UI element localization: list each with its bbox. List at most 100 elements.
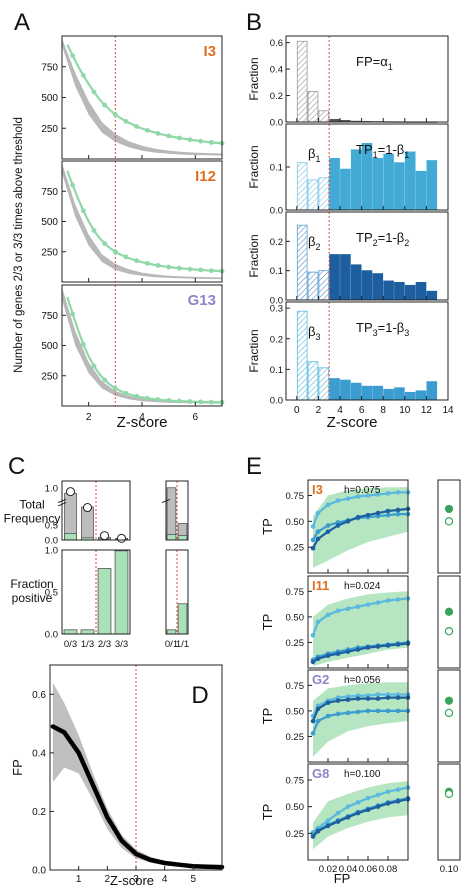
y-tick-label: 0.50 (286, 706, 305, 717)
histogram-bar (318, 270, 330, 301)
fraction-bar (177, 603, 188, 635)
green-point (187, 266, 193, 272)
panel-d: 0.0 0.2 0.4 0.6 1 2 3 4 5 FP D (10, 664, 225, 885)
panel-e-side-i3 (437, 479, 461, 574)
annotation-tail: =1-β (378, 230, 405, 245)
plot-frame (61, 480, 131, 541)
histogram-bar (394, 281, 405, 301)
y-tick-label: 0.1 (270, 163, 283, 174)
y-axis-label-line1: Total (19, 498, 44, 512)
y-axis-label-line1: Fraction (10, 577, 53, 591)
y-tick-label: 0.5 (45, 520, 58, 531)
y-tick-label: 0.2 (270, 334, 283, 345)
histogram-bar (404, 151, 416, 211)
histogram-bar (329, 157, 340, 211)
annotation-main: FP=α (356, 54, 388, 69)
panel-e-subplot-i11: 0.25 0.50 0.75 TP I11 h=0.024 (260, 575, 411, 669)
tp-point (355, 800, 361, 805)
fraction-bar (63, 629, 78, 635)
side-open-marker (444, 708, 454, 718)
green-point (70, 53, 76, 59)
tp-point (335, 698, 341, 703)
histogram-bar (372, 157, 384, 211)
green-point (208, 268, 214, 274)
tp-point (325, 823, 331, 829)
annotation-tail-sub: 1 (404, 150, 409, 160)
beta-symbol: β (308, 324, 315, 339)
h-value: h=0.075 (344, 485, 381, 496)
x-tick-label: 6 (193, 412, 199, 423)
fp-band (52, 682, 223, 868)
tp-point (385, 801, 391, 806)
green-point (134, 124, 140, 129)
x-tick-label: 1/3 (81, 639, 94, 650)
y-tick-label: 250 (41, 124, 58, 135)
tp-point (310, 834, 316, 839)
y-tick-label: 1.0 (45, 546, 58, 557)
y-tick-label: 0.0 (270, 396, 283, 407)
green-curve (66, 44, 223, 145)
histogram-bar (415, 170, 427, 211)
green-point (208, 399, 214, 405)
annotation-sub: 1 (373, 150, 378, 160)
y-tick-label: 0.75 (286, 587, 305, 598)
tp-point (375, 600, 381, 605)
frequency-marker (83, 503, 92, 513)
tp-point (345, 804, 351, 809)
panel-e-side-g2 (437, 669, 461, 763)
tp-point (335, 608, 341, 614)
tp-point (375, 804, 381, 809)
tp-point (365, 512, 371, 518)
side-frame (437, 479, 461, 574)
y-tick-label: 0.25 (286, 732, 305, 743)
histogram-bar (307, 91, 319, 123)
green-point (208, 139, 214, 145)
tp-point (315, 510, 321, 516)
y-tick-label: 0.50 (286, 802, 305, 813)
y-tick-label: 0.2 (270, 91, 283, 102)
tp-point (335, 819, 341, 824)
y-tick-label: 1.0 (45, 483, 58, 494)
y-axis-label: FP (10, 759, 25, 776)
y-axis-label-line2: positive (12, 591, 53, 605)
green-point (166, 264, 172, 270)
tp-point (375, 708, 381, 714)
panel-a-xlabel: Z-score (117, 414, 168, 431)
tp-point (325, 529, 331, 534)
histogram-bar (307, 271, 319, 301)
x-tick-label: 0.04 (339, 864, 358, 875)
annotation: TP3=1-β3 (356, 320, 409, 338)
tp-point (365, 708, 371, 714)
beta-label: β1 (308, 146, 321, 164)
side-open-marker (444, 789, 454, 799)
y-tick-label: 0.2 (32, 807, 46, 818)
tp-point (375, 492, 381, 497)
y-tick-label: 250 (41, 371, 58, 382)
frequency-marker (66, 487, 75, 497)
side-filled-marker (444, 504, 454, 514)
panel-e-side-i11 (437, 575, 461, 669)
positive-bar (64, 533, 77, 541)
y-tick-label: 0.3 (270, 304, 283, 315)
y-tick-label: 0.1 (270, 365, 283, 376)
histogram-bar (318, 177, 330, 211)
y-axis-label: Fraction (247, 329, 261, 372)
histogram-bar (318, 110, 330, 123)
tp-point (385, 491, 391, 496)
tp-point (385, 789, 391, 795)
h-value: h=0.056 (344, 675, 381, 686)
panel-c-fraction-positive-right: 0/11/1 (165, 549, 189, 650)
axis-break (161, 498, 171, 504)
grey-band (62, 38, 222, 156)
positive-bar (166, 534, 177, 541)
x-tick-label: 0 (294, 405, 300, 416)
panel-letter-e: E (246, 453, 262, 480)
y-tick-label: 500 (41, 341, 58, 352)
tp-point (345, 496, 351, 501)
annotation: TP1=1-β1 (356, 142, 409, 160)
subplot-label: I3 (312, 482, 323, 497)
x-tick-label: 12 (421, 405, 433, 416)
